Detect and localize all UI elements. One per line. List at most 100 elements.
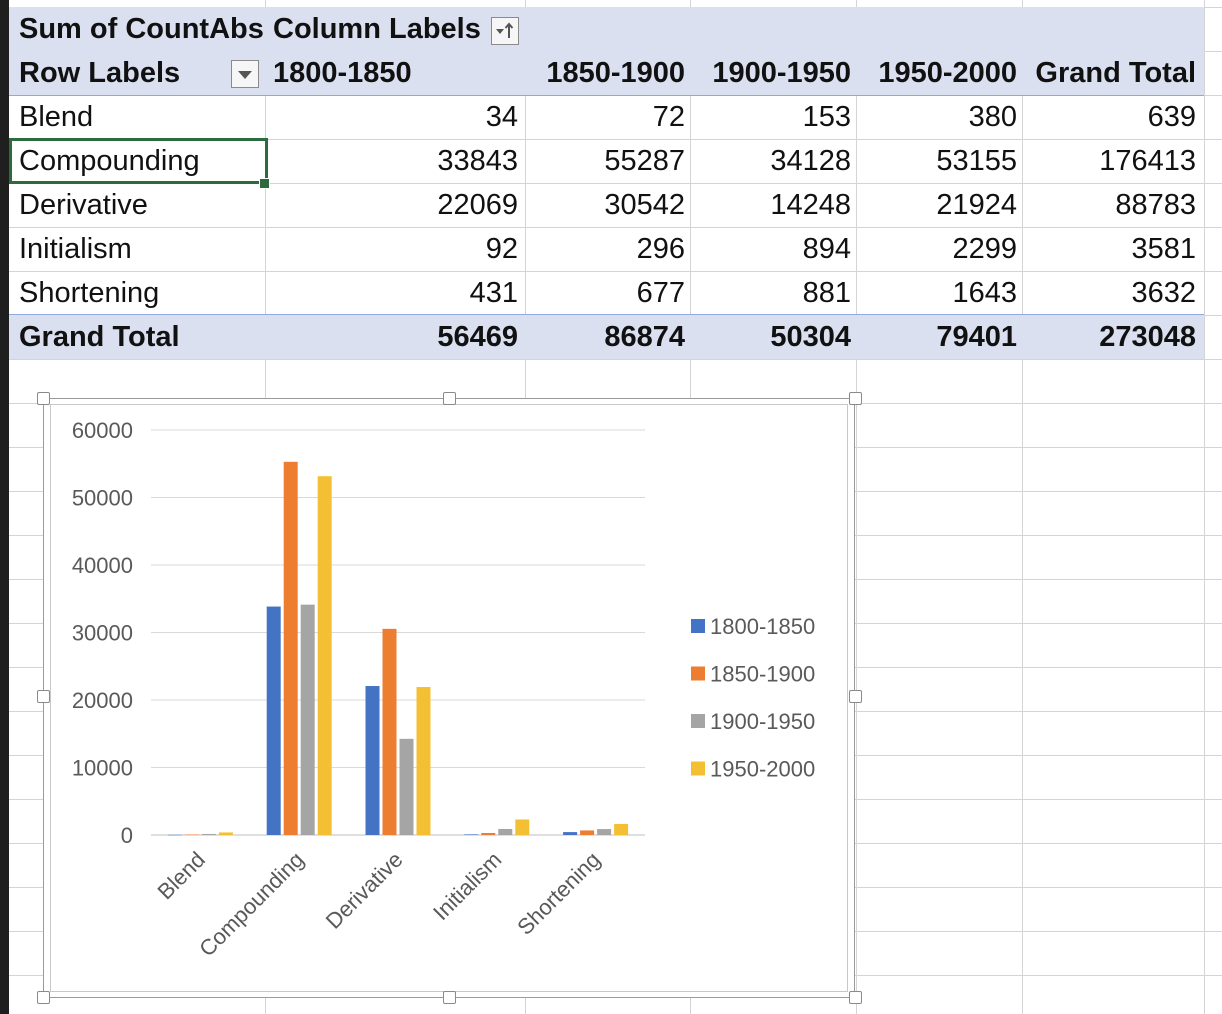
category-label: Initialism [428, 847, 506, 925]
pivot-row-labels[interactable]: Row Labels [19, 57, 181, 89]
value-cell[interactable]: 431 [469, 277, 518, 309]
bar-1850-1900[interactable] [580, 830, 595, 835]
category-label: Blend [152, 847, 209, 904]
total-cell[interactable]: 86874 [604, 321, 685, 353]
value-cell[interactable]: 14248 [770, 189, 851, 221]
total-cell[interactable]: 79401 [936, 321, 1017, 353]
row-label[interactable]: Shortening [19, 277, 160, 309]
pivot-header-band [9, 7, 1204, 95]
value-cell[interactable]: 53155 [936, 145, 1017, 177]
value-cell[interactable]: 153 [802, 101, 851, 133]
bar-1850-1900[interactable] [184, 834, 199, 836]
value-cell[interactable]: 34128 [770, 145, 851, 177]
active-cell-border [9, 138, 268, 184]
filter-dropdown-icon [238, 71, 252, 79]
y-tick-label: 20000 [72, 688, 133, 713]
value-cell[interactable]: 3632 [1131, 277, 1196, 309]
resize-handle-top-right[interactable] [849, 392, 862, 405]
row-header-strip[interactable] [0, 0, 9, 1014]
row-label[interactable]: Blend [19, 101, 94, 133]
category-label: Compounding [194, 847, 309, 962]
bar-1850-1900[interactable] [283, 461, 298, 835]
column-header-grand-total[interactable]: Grand Total [1035, 57, 1196, 89]
value-cell[interactable]: 380 [968, 101, 1017, 133]
bar-1950-2000[interactable] [515, 819, 530, 835]
total-cell[interactable]: 56469 [437, 321, 518, 353]
column-filter-button[interactable] [491, 17, 519, 45]
y-tick-label: 40000 [72, 553, 133, 578]
row-label[interactable]: Initialism [19, 233, 132, 265]
value-cell[interactable]: 92 [485, 233, 518, 265]
value-cell[interactable]: 677 [636, 277, 685, 309]
bar-1850-1900[interactable] [382, 628, 397, 835]
legend-entry[interactable]: 1950-2000 [710, 757, 815, 782]
bar-1900-1950[interactable] [597, 829, 612, 835]
value-cell[interactable]: 176413 [1099, 145, 1196, 177]
row-filter-button[interactable] [231, 60, 259, 88]
column-header-1900-1950[interactable]: 1900-1950 [712, 57, 851, 89]
bar-1950-2000[interactable] [416, 687, 431, 835]
resize-handle-bottom-left[interactable] [37, 991, 50, 1004]
value-cell[interactable]: 30542 [604, 189, 685, 221]
y-tick-label: 10000 [72, 756, 133, 781]
resize-handle-right[interactable] [849, 690, 862, 703]
legend-swatch [691, 666, 705, 681]
resize-handle-top[interactable] [443, 392, 456, 405]
pivot-total-band [9, 315, 1204, 359]
pivot-total-rule [9, 314, 1204, 315]
value-cell[interactable]: 21924 [936, 189, 1017, 221]
legend-entry[interactable]: 1850-1900 [710, 662, 815, 687]
value-cell[interactable]: 296 [636, 233, 685, 265]
value-cell[interactable]: 34 [485, 101, 518, 133]
category-label: Derivative [321, 847, 408, 934]
y-tick-label: 0 [121, 823, 133, 848]
y-tick-label: 60000 [72, 418, 133, 443]
resize-handle-left[interactable] [37, 690, 50, 703]
row-label[interactable]: Derivative [19, 189, 148, 221]
row-label[interactable]: Compounding [19, 145, 200, 177]
pivot-measure-label[interactable]: Sum of CountAbs [19, 13, 264, 45]
value-cell[interactable]: 3581 [1131, 233, 1196, 265]
bar-1900-1950[interactable] [300, 604, 315, 835]
total-cell[interactable]: 50304 [770, 321, 851, 353]
column-header-1950-2000[interactable]: 1950-2000 [878, 57, 1017, 89]
bar-1900-1950[interactable] [399, 738, 414, 835]
sort-filter-icon [496, 22, 514, 38]
chart-plot[interactable]: 0 10000 20000 30000 40000 50000 60000 BlendComp… [43, 398, 855, 998]
bar-1800-1850[interactable] [464, 834, 479, 835]
value-cell[interactable]: 2299 [952, 233, 1017, 265]
bar-1900-1950[interactable] [498, 828, 513, 835]
total-cell[interactable]: 273048 [1099, 321, 1196, 353]
value-cell[interactable]: 22069 [437, 189, 518, 221]
value-cell[interactable]: 88783 [1115, 189, 1196, 221]
bar-1950-2000[interactable] [218, 832, 233, 835]
y-tick-label: 50000 [72, 486, 133, 511]
value-cell[interactable]: 881 [802, 277, 851, 309]
bar-1800-1850[interactable] [167, 834, 182, 836]
legend-entry[interactable]: 1900-1950 [710, 709, 815, 734]
column-header-1850-1900[interactable]: 1850-1900 [546, 57, 685, 89]
bar-1800-1850[interactable] [365, 686, 380, 835]
legend-entry[interactable]: 1800-1850 [710, 614, 815, 639]
bar-1800-1850[interactable] [563, 832, 578, 835]
legend-swatch [691, 619, 705, 633]
value-cell[interactable]: 1643 [952, 277, 1017, 309]
bar-1950-2000[interactable] [614, 823, 629, 835]
resize-handle-top-left[interactable] [37, 392, 50, 405]
resize-handle-bottom[interactable] [443, 991, 456, 1004]
grand-total-label[interactable]: Grand Total [19, 321, 180, 353]
value-cell[interactable]: 33843 [437, 145, 518, 177]
bar-1950-2000[interactable] [317, 476, 332, 835]
column-header-1800-1850[interactable]: 1800-1850 [273, 57, 412, 89]
pivot-column-labels[interactable]: Column Labels [273, 13, 481, 45]
resize-handle-bottom-right[interactable] [849, 991, 862, 1004]
fill-handle[interactable] [259, 178, 270, 189]
value-cell[interactable]: 639 [1147, 101, 1196, 133]
bar-1850-1900[interactable] [481, 833, 496, 835]
y-tick-label: 30000 [72, 621, 133, 646]
value-cell[interactable]: 72 [652, 101, 685, 133]
bar-1900-1950[interactable] [201, 833, 216, 835]
value-cell[interactable]: 894 [802, 233, 851, 265]
value-cell[interactable]: 55287 [604, 145, 685, 177]
bar-1800-1850[interactable] [266, 606, 281, 835]
